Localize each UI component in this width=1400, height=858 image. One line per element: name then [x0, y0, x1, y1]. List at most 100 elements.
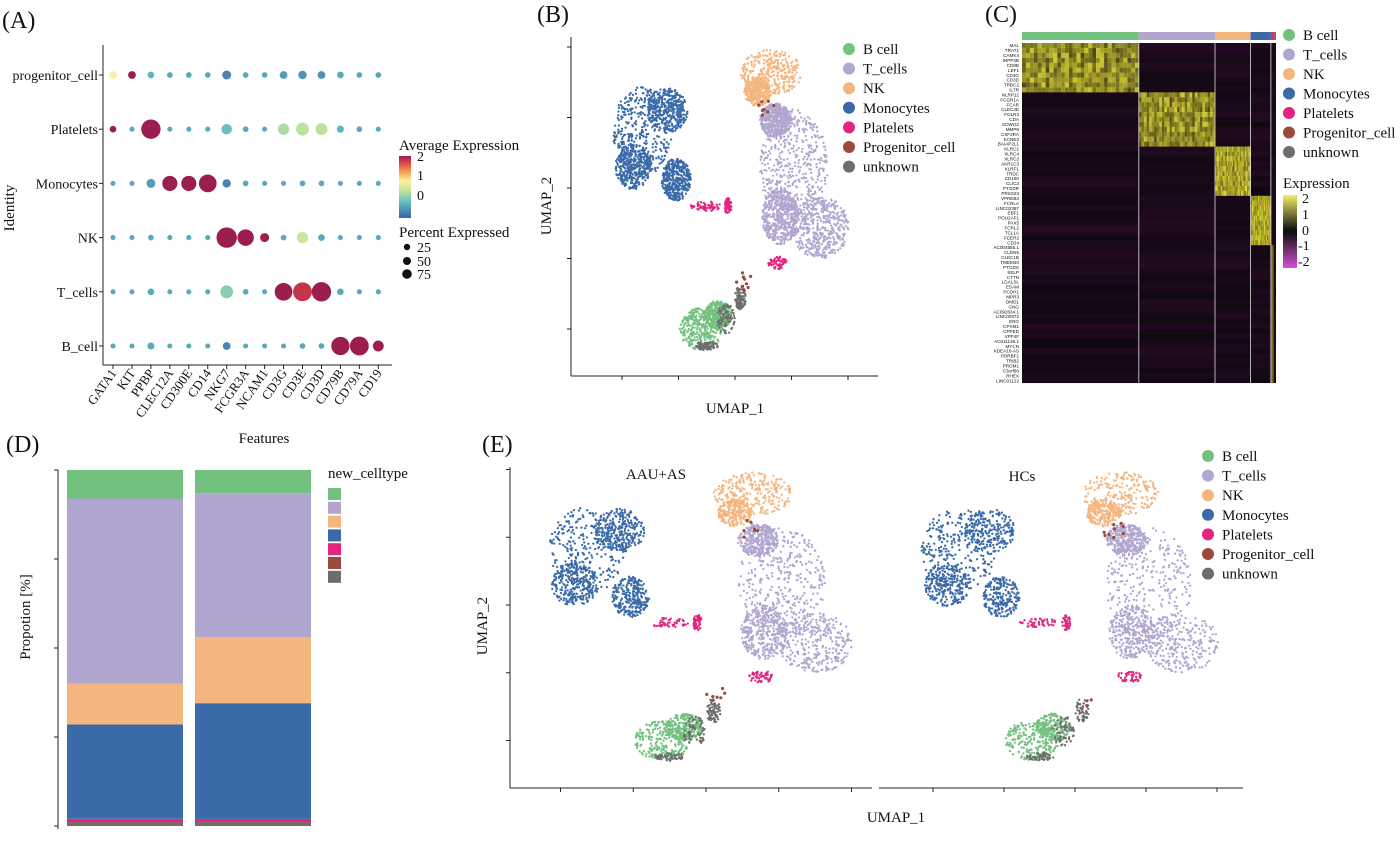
umap-point [774, 202, 777, 205]
umap-point [801, 139, 804, 142]
umap-point [630, 112, 633, 116]
umap-point [817, 169, 820, 172]
umap-point [791, 108, 794, 111]
umap-point [771, 114, 774, 117]
umap-point [673, 97, 676, 100]
umap-point [795, 220, 799, 223]
umap-point [787, 181, 790, 184]
umap-point [787, 208, 791, 211]
umap-point [767, 96, 770, 100]
umap-point [690, 335, 693, 338]
umap-point [809, 126, 812, 129]
umap-point [677, 119, 681, 122]
umap-point [764, 145, 767, 148]
umap-point [707, 312, 710, 316]
umap-point [779, 157, 783, 161]
percent-legend-tick: 75 [417, 268, 431, 283]
umap-point [780, 76, 783, 80]
umap-point [763, 118, 766, 121]
umap-point [802, 234, 805, 237]
umap-point [811, 178, 814, 181]
umap-point [663, 191, 666, 194]
umap-point [706, 327, 709, 330]
umap-point [790, 119, 793, 122]
umap-point [783, 191, 786, 194]
umap-point [634, 92, 638, 95]
umap-point [761, 54, 764, 57]
umap-point [713, 309, 717, 312]
umap-point [644, 155, 647, 158]
umap-point [816, 229, 819, 232]
umap-point [793, 234, 796, 238]
umap-point [691, 338, 694, 342]
umap-point [670, 197, 673, 200]
umap-point [671, 130, 674, 133]
umap-point [654, 145, 658, 149]
umap-point [765, 60, 768, 64]
umap-point [826, 217, 829, 220]
umap-point [771, 190, 775, 194]
umap-point [686, 316, 689, 320]
umap-point [651, 146, 654, 149]
umap-point [788, 213, 791, 216]
umap-point [823, 215, 826, 218]
umap-point [671, 127, 674, 130]
umap-point [650, 95, 653, 98]
umap-point [793, 73, 796, 77]
umap-point [620, 137, 624, 141]
umap-point [763, 66, 766, 69]
umap-point [671, 109, 674, 112]
umap-point [624, 133, 627, 136]
umap-point [776, 242, 779, 245]
umap-point [800, 215, 803, 218]
umap-point [764, 102, 767, 105]
umap-point [818, 228, 821, 231]
expression-colorbar [399, 156, 411, 218]
umap-point [654, 149, 657, 152]
umap-point [681, 339, 685, 342]
umap-point [824, 155, 827, 159]
umap-point [682, 331, 685, 334]
umap-point [790, 110, 793, 113]
umap-point [694, 339, 698, 342]
umap-point [765, 229, 768, 232]
umap-point [695, 328, 699, 331]
umap-point [814, 246, 817, 249]
umap-point [617, 130, 620, 134]
umap-point [668, 105, 672, 108]
umap-point [777, 130, 780, 134]
umap-point [645, 135, 648, 138]
umap-point [798, 127, 801, 130]
umap-point [636, 156, 639, 159]
umap-point [790, 147, 793, 150]
umap-point [620, 132, 623, 136]
umap-point [775, 137, 778, 140]
umap-point [641, 177, 644, 180]
umap-point [793, 161, 797, 164]
umap-point [831, 210, 835, 214]
umap-point [752, 95, 755, 98]
umap-point [777, 121, 781, 124]
umap-point [648, 116, 651, 119]
umap-point [775, 104, 778, 108]
umap-point [790, 64, 793, 68]
umap-point [635, 134, 638, 137]
umap-point [782, 194, 785, 197]
umap-point [638, 99, 641, 102]
umap-point [664, 124, 667, 127]
umap-point [681, 319, 685, 322]
umap-point [778, 52, 781, 56]
umap-point [785, 138, 788, 141]
umap-point [788, 67, 791, 71]
umap-point [681, 105, 684, 108]
umap-point [629, 181, 633, 184]
umap-point [757, 73, 761, 76]
umap-point [776, 74, 779, 77]
umap-point [676, 108, 679, 111]
umap-point [836, 204, 839, 208]
umap-point [782, 77, 786, 81]
umap-point [781, 124, 784, 127]
umap-point [634, 151, 637, 154]
umap-point [675, 94, 678, 97]
umap-point [796, 216, 799, 220]
